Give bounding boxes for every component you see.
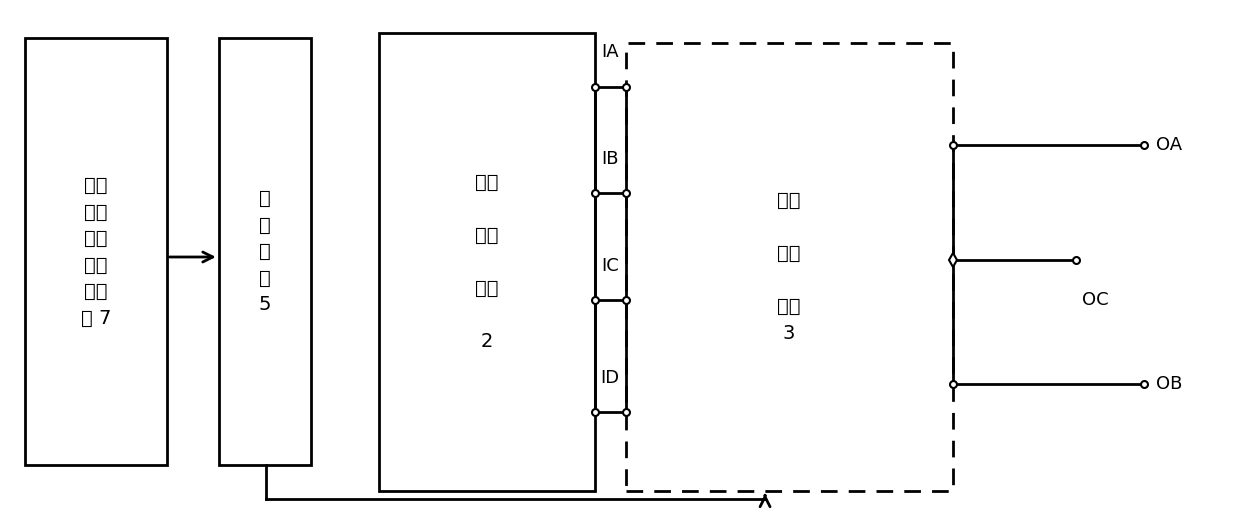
Text: 高压

试验

电源

2: 高压 试验 电源 2 xyxy=(475,173,498,351)
Text: 控
制
单
元
5: 控 制 单 元 5 xyxy=(259,190,271,315)
Bar xyxy=(25,39,167,466)
Bar xyxy=(626,44,953,491)
Text: OA: OA xyxy=(1156,136,1182,154)
Text: IC: IC xyxy=(601,257,620,275)
Text: 计算
机数
据分
析处
理单
元 7: 计算 机数 据分 析处 理单 元 7 xyxy=(81,176,112,327)
Text: IA: IA xyxy=(601,43,620,61)
Text: 波形

切换

机构
3: 波形 切换 机构 3 xyxy=(777,191,800,343)
Text: ID: ID xyxy=(601,369,620,387)
Bar xyxy=(218,39,311,466)
Text: IB: IB xyxy=(601,150,620,168)
Bar xyxy=(379,33,595,491)
Text: OC: OC xyxy=(1082,291,1109,309)
Text: OB: OB xyxy=(1156,375,1182,393)
